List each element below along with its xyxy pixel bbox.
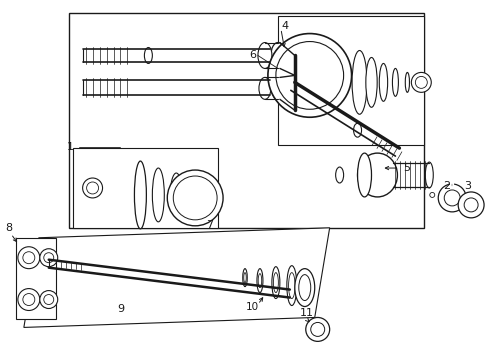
Ellipse shape (270, 42, 285, 68)
Ellipse shape (144, 48, 152, 63)
Ellipse shape (258, 42, 271, 68)
Ellipse shape (405, 72, 408, 92)
Ellipse shape (273, 273, 278, 293)
Circle shape (414, 76, 427, 88)
Ellipse shape (188, 178, 200, 212)
Circle shape (267, 33, 351, 117)
Circle shape (310, 323, 324, 336)
Circle shape (173, 176, 217, 220)
Ellipse shape (353, 123, 361, 137)
Circle shape (44, 253, 54, 263)
Circle shape (40, 291, 58, 309)
Circle shape (44, 294, 54, 305)
Circle shape (305, 318, 329, 341)
Circle shape (23, 293, 35, 306)
Ellipse shape (392, 68, 398, 96)
Circle shape (443, 190, 459, 206)
Ellipse shape (365, 58, 376, 107)
Circle shape (275, 41, 343, 109)
Circle shape (82, 178, 102, 198)
Ellipse shape (294, 269, 314, 306)
Text: 10: 10 (245, 302, 258, 311)
Bar (73, 148, 218, 228)
Bar (68, 13, 424, 228)
Circle shape (410, 72, 430, 92)
Text: 3: 3 (464, 181, 470, 191)
Ellipse shape (379, 63, 387, 101)
Ellipse shape (170, 173, 182, 217)
Ellipse shape (134, 161, 146, 229)
Ellipse shape (259, 77, 270, 99)
Ellipse shape (271, 77, 283, 99)
Bar (277, 15, 424, 145)
Ellipse shape (335, 167, 343, 183)
Ellipse shape (351, 50, 366, 114)
Ellipse shape (298, 275, 310, 301)
Ellipse shape (242, 269, 247, 287)
Circle shape (18, 247, 40, 269)
Circle shape (167, 170, 223, 226)
Circle shape (18, 289, 40, 310)
Ellipse shape (429, 193, 434, 197)
Circle shape (40, 249, 58, 267)
Ellipse shape (243, 273, 246, 283)
Ellipse shape (286, 266, 296, 306)
Text: 2: 2 (442, 181, 449, 191)
Circle shape (86, 182, 99, 194)
Circle shape (23, 252, 35, 264)
Polygon shape (24, 228, 329, 328)
Text: 7: 7 (206, 220, 213, 230)
Ellipse shape (256, 269, 263, 293)
Bar (16, 238, 56, 319)
Text: 9: 9 (117, 305, 124, 315)
Text: 4: 4 (281, 21, 288, 31)
Ellipse shape (357, 153, 397, 197)
Ellipse shape (152, 168, 164, 222)
Text: 5: 5 (402, 163, 409, 173)
Text: 11: 11 (299, 309, 313, 319)
Ellipse shape (357, 153, 371, 197)
Circle shape (463, 198, 477, 212)
Circle shape (457, 192, 483, 218)
Text: 6: 6 (249, 50, 256, 60)
Text: 8: 8 (5, 223, 13, 233)
Ellipse shape (258, 274, 261, 288)
Ellipse shape (425, 162, 432, 188)
Ellipse shape (288, 273, 294, 298)
Circle shape (437, 184, 465, 212)
Ellipse shape (271, 267, 279, 298)
Text: 1: 1 (67, 142, 74, 152)
